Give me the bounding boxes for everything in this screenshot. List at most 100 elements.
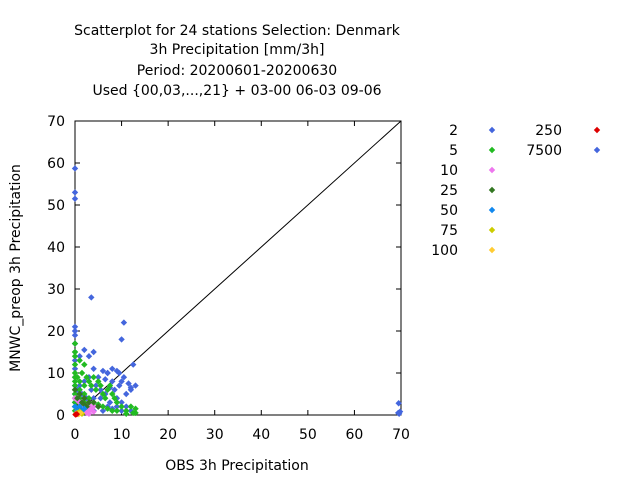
data-point — [85, 353, 93, 360]
legend-marker — [488, 226, 496, 234]
data-point — [113, 367, 121, 375]
data-point — [123, 410, 130, 417]
title-line-4: Used {00,03,...,21} + 03-00 06-03 09-06 — [92, 83, 381, 99]
data-point — [74, 395, 81, 402]
data-point — [130, 409, 137, 417]
data-point — [74, 374, 81, 381]
data-point — [132, 382, 139, 389]
data-point — [130, 361, 137, 368]
x-tick-label: 50 — [299, 427, 317, 443]
data-point — [90, 374, 97, 381]
data-point — [127, 403, 135, 410]
data-point — [73, 410, 81, 418]
data-points — [71, 165, 404, 418]
data-point — [71, 382, 79, 389]
x-tick-label: 10 — [113, 427, 131, 443]
data-point — [88, 294, 95, 301]
data-point — [90, 403, 97, 410]
data-point — [127, 407, 135, 414]
data-point — [90, 395, 97, 402]
data-point — [116, 382, 123, 389]
data-point — [71, 195, 79, 202]
legend-marker — [593, 126, 601, 134]
data-point — [125, 380, 132, 387]
legend-label: 100 — [431, 243, 458, 259]
y-tick-label: 30 — [47, 282, 65, 298]
y-tick-label: 50 — [47, 198, 65, 214]
data-point — [85, 395, 93, 402]
legend-label: 250 — [535, 123, 562, 139]
data-point — [76, 382, 83, 389]
data-point — [120, 374, 128, 381]
data-point — [104, 386, 111, 393]
x-tick-label: 70 — [392, 427, 410, 443]
y-tick-label: 10 — [47, 366, 65, 382]
data-point — [127, 384, 135, 391]
data-point — [118, 378, 125, 385]
legend-marker — [488, 146, 496, 154]
data-point — [71, 327, 79, 335]
data-point — [76, 403, 83, 410]
data-point — [118, 407, 125, 414]
data-point — [111, 395, 118, 402]
data-point — [109, 378, 116, 385]
data-point — [104, 405, 111, 412]
data-point — [71, 369, 79, 377]
data-point — [99, 407, 107, 414]
data-point — [97, 395, 104, 402]
data-point — [109, 390, 116, 398]
data-point — [97, 386, 104, 393]
data-point — [95, 378, 102, 385]
y-tick-label: 40 — [47, 240, 65, 256]
legend-label: 5 — [449, 143, 458, 159]
legend-marker — [488, 206, 496, 214]
diagonal-line — [74, 120, 402, 416]
data-point — [90, 348, 97, 356]
data-point — [113, 407, 121, 414]
data-point — [71, 353, 79, 360]
legend-marker — [488, 246, 496, 254]
axis-ticks: 0 10 20 30 40 50 60 70 0 10 20 30 40 50 60 70 — [47, 114, 410, 443]
legend-label: 50 — [440, 203, 458, 219]
data-point — [113, 399, 121, 406]
data-point — [76, 386, 83, 393]
data-point — [88, 382, 95, 389]
data-point — [106, 399, 114, 406]
legend-label: 10 — [440, 163, 458, 179]
data-point — [85, 399, 93, 406]
data-point — [71, 361, 79, 368]
legend-label: 25 — [440, 183, 458, 199]
data-point — [81, 382, 88, 389]
data-point — [81, 346, 88, 354]
data-point — [116, 369, 123, 377]
data-point — [81, 361, 88, 368]
data-point — [97, 382, 104, 389]
legend-label: 75 — [440, 223, 458, 239]
data-point — [78, 369, 86, 377]
data-point — [71, 340, 79, 347]
data-point — [71, 365, 79, 372]
y-tick-label: 70 — [47, 114, 65, 130]
data-point — [81, 390, 88, 398]
data-point — [85, 410, 93, 417]
data-point — [118, 336, 125, 343]
data-point — [104, 369, 111, 377]
title-line-1: Scatterplot for 24 stations Selection: D… — [74, 23, 401, 39]
legend-marker — [593, 146, 601, 154]
x-tick-label: 20 — [159, 427, 177, 443]
y-tick-label: 20 — [47, 324, 65, 340]
data-point — [71, 357, 79, 364]
data-point — [102, 376, 109, 383]
title-line-3: Period: 20200601-20200630 — [137, 63, 337, 79]
data-point — [71, 348, 79, 356]
data-point — [109, 407, 116, 414]
data-point — [90, 365, 97, 372]
data-point — [106, 382, 114, 389]
data-point — [71, 332, 79, 339]
data-point — [109, 365, 116, 372]
data-point — [395, 409, 402, 417]
x-tick-label: 0 — [71, 427, 80, 443]
data-point — [71, 378, 79, 385]
